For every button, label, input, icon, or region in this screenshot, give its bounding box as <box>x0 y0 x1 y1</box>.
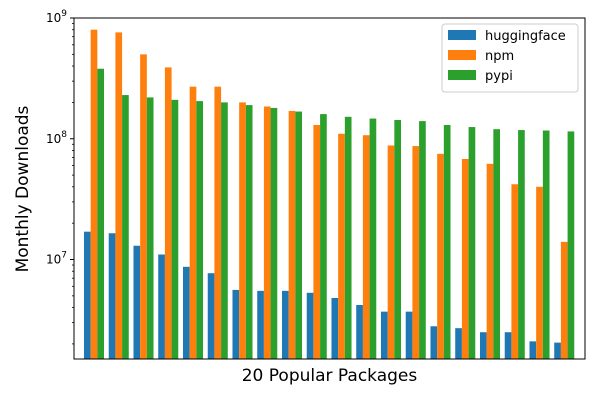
bar-npm-9 <box>288 110 296 360</box>
legend-swatch-npm <box>448 50 476 60</box>
bar-huggingface-18 <box>504 332 512 359</box>
bar-pypi-15 <box>443 125 451 359</box>
bar-pypi-12 <box>369 118 377 359</box>
bar-huggingface-14 <box>405 311 413 359</box>
bar-pypi-3 <box>146 97 154 359</box>
bar-pypi-7 <box>245 105 253 359</box>
legend-label-npm: npm <box>485 49 514 64</box>
bar-pypi-16 <box>468 127 476 359</box>
bar-npm-18 <box>511 184 519 359</box>
bar-huggingface-7 <box>232 289 240 359</box>
y-tick-label: 108 <box>46 130 67 146</box>
bar-huggingface-6 <box>207 273 215 359</box>
bar-pypi-1 <box>97 68 105 360</box>
bar-huggingface-8 <box>257 290 264 359</box>
legend: huggingface npm pypi <box>441 23 579 93</box>
bar-pypi-17 <box>493 129 501 359</box>
bar-npm-11 <box>338 133 345 359</box>
y-axis-label: Monthly Downloads <box>13 105 33 272</box>
bar-npm-12 <box>362 135 370 359</box>
x-axis-label: 20 Popular Packages <box>242 366 418 386</box>
legend-label-pypi: pypi <box>485 69 513 84</box>
bar-npm-2 <box>115 32 123 359</box>
bar-npm-8 <box>263 106 271 360</box>
bar-pypi-13 <box>394 120 402 359</box>
bar-npm-17 <box>486 163 494 359</box>
bar-pypi-18 <box>518 130 525 359</box>
bar-huggingface-13 <box>380 311 388 359</box>
bar-npm-1 <box>90 29 98 359</box>
bar-npm-4 <box>164 67 172 359</box>
bar-npm-5 <box>189 86 197 360</box>
bar-npm-10 <box>313 125 321 359</box>
legend-swatch-huggingface <box>448 30 476 40</box>
bar-pypi-14 <box>419 121 426 359</box>
bar-pypi-20 <box>567 131 575 359</box>
y-tick-label: 107 <box>46 251 67 267</box>
legend-swatch-pypi <box>448 70 476 80</box>
bar-huggingface-5 <box>182 266 190 359</box>
bar-npm-14 <box>412 146 420 359</box>
bar-huggingface-19 <box>529 341 537 359</box>
bars-layer <box>83 29 575 360</box>
bar-huggingface-20 <box>554 342 561 359</box>
bar-huggingface-12 <box>356 305 363 359</box>
bar-npm-6 <box>214 86 222 360</box>
bar-npm-7 <box>239 102 246 360</box>
bar-npm-19 <box>536 186 543 359</box>
bar-huggingface-15 <box>430 326 438 359</box>
bar-huggingface-11 <box>331 298 339 359</box>
bar-npm-16 <box>461 158 469 359</box>
bar-pypi-6 <box>221 102 228 360</box>
bar-npm-13 <box>387 145 395 359</box>
bar-npm-20 <box>560 241 568 359</box>
y-axis-ticks: 107 108 109 <box>46 9 74 345</box>
bar-pypi-4 <box>171 99 179 359</box>
bar-pypi-5 <box>196 101 204 360</box>
bar-huggingface-3 <box>133 245 141 359</box>
bar-pypi-8 <box>270 107 278 360</box>
bar-huggingface-16 <box>455 328 462 359</box>
bar-huggingface-17 <box>479 332 487 359</box>
bar-npm-15 <box>437 153 444 359</box>
bar-huggingface-10 <box>306 292 314 359</box>
bar-pypi-10 <box>320 114 327 359</box>
bar-pypi-9 <box>295 111 303 359</box>
legend-label-huggingface: huggingface <box>485 29 566 44</box>
bar-pypi-2 <box>122 95 129 359</box>
bar-huggingface-2 <box>108 233 116 359</box>
bar-huggingface-9 <box>281 290 289 359</box>
y-tick-label: 109 <box>46 9 67 25</box>
bar-huggingface-1 <box>83 231 91 359</box>
bar-pypi-11 <box>344 116 352 359</box>
bar-huggingface-4 <box>158 254 165 359</box>
bar-pypi-19 <box>542 130 550 359</box>
bar-npm-3 <box>140 54 147 359</box>
plot-frame <box>73 17 586 360</box>
